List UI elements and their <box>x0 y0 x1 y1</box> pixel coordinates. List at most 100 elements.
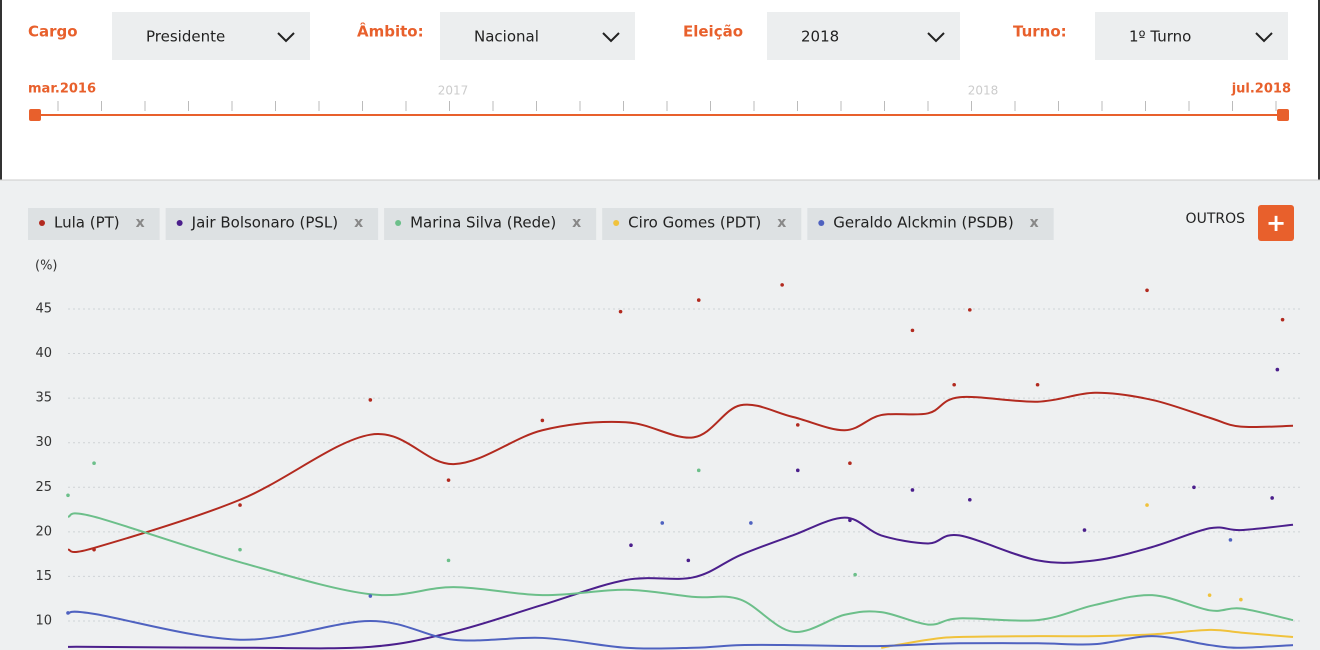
poll-dot <box>696 298 701 302</box>
poll-dot <box>1228 538 1233 542</box>
poll-dot <box>368 594 373 598</box>
poll-dot <box>1145 503 1149 507</box>
poll-dot <box>749 521 753 525</box>
add-button-label[interactable]: + <box>1266 209 1286 237</box>
poll-dot <box>952 382 956 387</box>
poll-dot <box>618 309 623 314</box>
legend-dot <box>395 220 402 226</box>
legend-remove[interactable]: x <box>572 215 581 231</box>
dropdown-box[interactable] <box>767 12 960 60</box>
poll-dot <box>686 558 691 563</box>
legend-chip[interactable]: Lula (PT) x <box>28 208 160 240</box>
chevron <box>1255 32 1273 43</box>
y-unit: (%) <box>35 259 58 274</box>
poll-dot <box>1275 367 1280 372</box>
filter-label: Âmbito: <box>357 22 424 41</box>
chevron <box>927 32 945 43</box>
poll-dot <box>446 478 451 482</box>
y-tick-label: 35 <box>35 391 52 406</box>
poll-dot <box>696 468 701 473</box>
legend-bg <box>384 208 597 240</box>
dropdown-box[interactable] <box>1095 12 1288 60</box>
timeline-handle[interactable] <box>29 109 41 121</box>
legend-label: Geraldo Alckmin (PSDB) <box>833 214 1013 232</box>
filter-label: Cargo <box>28 23 78 41</box>
poll-dot <box>1192 485 1196 490</box>
timeline-year: 2017 <box>438 84 469 98</box>
y-tick-label: 40 <box>35 346 52 361</box>
timeline-start: mar.2016 <box>28 82 96 97</box>
poll-dot <box>238 503 242 507</box>
poll-dot <box>1035 382 1040 387</box>
poll-dot <box>1145 288 1149 293</box>
legend-dot <box>613 220 620 226</box>
poll-dot <box>848 461 852 466</box>
poll-dot <box>853 572 857 577</box>
filter-label: Eleição <box>683 23 743 41</box>
others-label: OUTROS <box>1186 211 1246 227</box>
trend-line <box>67 610 1294 650</box>
dropdown-value[interactable]: Presidente <box>146 28 225 46</box>
poll-dot <box>368 398 373 402</box>
poll-dot <box>238 547 242 552</box>
dropdown[interactable]: Nacional <box>440 12 635 60</box>
poll-dot <box>780 283 784 287</box>
legend-chip[interactable]: Ciro Gomes (PDT) x <box>602 208 802 240</box>
legend-chip[interactable]: Geraldo Alckmin (PSDB) x <box>807 208 1054 240</box>
dropdown-box[interactable] <box>440 12 635 60</box>
legend-dot <box>176 220 183 226</box>
add-button[interactable]: + <box>1258 205 1294 241</box>
add-button-bg[interactable] <box>1258 205 1294 241</box>
legend-remove[interactable]: x <box>777 215 786 231</box>
legend-label: Jair Bolsonaro (PSL) <box>191 214 338 232</box>
poll-dot <box>1270 496 1274 500</box>
legend-bg <box>28 208 160 240</box>
legend-bg <box>807 208 1054 240</box>
y-tick-label: 25 <box>35 480 52 495</box>
dropdown[interactable]: 2018 <box>767 12 960 60</box>
trend-line <box>67 512 1294 633</box>
legend-bg <box>602 208 802 240</box>
chevron <box>602 32 620 43</box>
timeline-end: jul.2018 <box>1231 82 1291 97</box>
poll-dot <box>910 328 915 333</box>
legend-remove[interactable]: x <box>1030 215 1039 231</box>
legend-chip[interactable]: Marina Silva (Rede) x <box>384 208 597 240</box>
poll-dot <box>629 543 633 548</box>
dropdown[interactable]: Presidente <box>112 12 310 60</box>
poll-dot <box>66 493 70 498</box>
poll-dot <box>1280 317 1285 322</box>
y-tick-label: 30 <box>35 435 52 450</box>
poll-dot <box>1239 597 1243 602</box>
legend-remove[interactable]: x <box>136 215 145 231</box>
legend-label: Marina Silva (Rede) <box>410 214 556 232</box>
poll-dot <box>660 521 665 525</box>
poll-dot <box>795 468 800 473</box>
legend-dot <box>39 220 45 226</box>
poll-dot <box>540 418 545 423</box>
filter-label: Turno: <box>1013 23 1067 41</box>
dropdown-box[interactable] <box>112 12 310 60</box>
dropdown-value[interactable]: 2018 <box>801 28 839 46</box>
chevron <box>277 32 295 43</box>
legend-dot <box>818 220 825 226</box>
chart-panel <box>0 180 1320 650</box>
dropdown-value[interactable]: Nacional <box>474 28 539 46</box>
y-tick-label: 10 <box>35 614 52 629</box>
poll-dot <box>92 461 96 466</box>
timeline-year: 2018 <box>968 84 999 98</box>
legend-remove[interactable]: x <box>354 215 363 231</box>
dropdown[interactable]: 1º Turno <box>1095 12 1288 60</box>
poll-dot <box>910 488 915 492</box>
dropdown-value[interactable]: 1º Turno <box>1129 28 1191 46</box>
legend-label: Lula (PT) <box>54 214 120 232</box>
y-tick-label: 45 <box>35 301 52 316</box>
timeline-handle[interactable] <box>1277 109 1289 121</box>
trend-line <box>67 516 1294 650</box>
poll-dot <box>968 308 972 312</box>
legend-label: Ciro Gomes (PDT) <box>628 214 761 232</box>
poll-dot <box>1082 528 1087 532</box>
legend-chip[interactable]: Jair Bolsonaro (PSL) x <box>165 208 379 240</box>
